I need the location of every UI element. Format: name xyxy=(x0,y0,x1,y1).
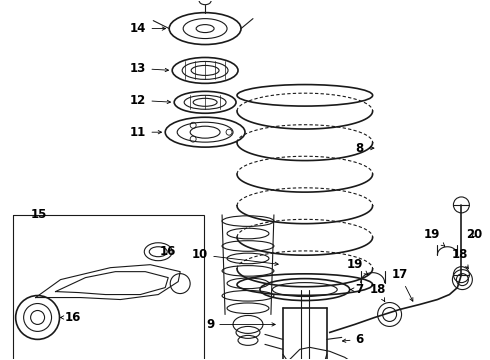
Text: 8: 8 xyxy=(356,141,374,155)
Text: 18: 18 xyxy=(369,283,386,301)
Text: 13: 13 xyxy=(130,62,169,75)
Text: 4: 4 xyxy=(0,359,1,360)
Text: 19: 19 xyxy=(423,228,445,246)
Text: 19: 19 xyxy=(346,258,368,275)
Text: 6: 6 xyxy=(343,333,364,346)
Text: 16: 16 xyxy=(160,245,176,258)
Text: 2: 2 xyxy=(0,359,1,360)
Bar xyxy=(13,215,204,360)
Text: 5: 5 xyxy=(0,359,1,360)
Text: 7: 7 xyxy=(350,283,364,296)
Text: 14: 14 xyxy=(130,22,166,35)
Text: 15: 15 xyxy=(30,208,47,221)
Text: 10: 10 xyxy=(192,248,278,265)
Text: 1: 1 xyxy=(0,359,1,360)
Text: 16: 16 xyxy=(60,311,81,324)
Text: 12: 12 xyxy=(130,94,171,107)
Text: 20: 20 xyxy=(466,228,483,241)
Text: 11: 11 xyxy=(130,126,162,139)
Text: 17: 17 xyxy=(392,268,413,301)
Text: 9: 9 xyxy=(206,318,275,331)
Text: 18: 18 xyxy=(451,248,468,269)
Text: 3: 3 xyxy=(0,359,1,360)
